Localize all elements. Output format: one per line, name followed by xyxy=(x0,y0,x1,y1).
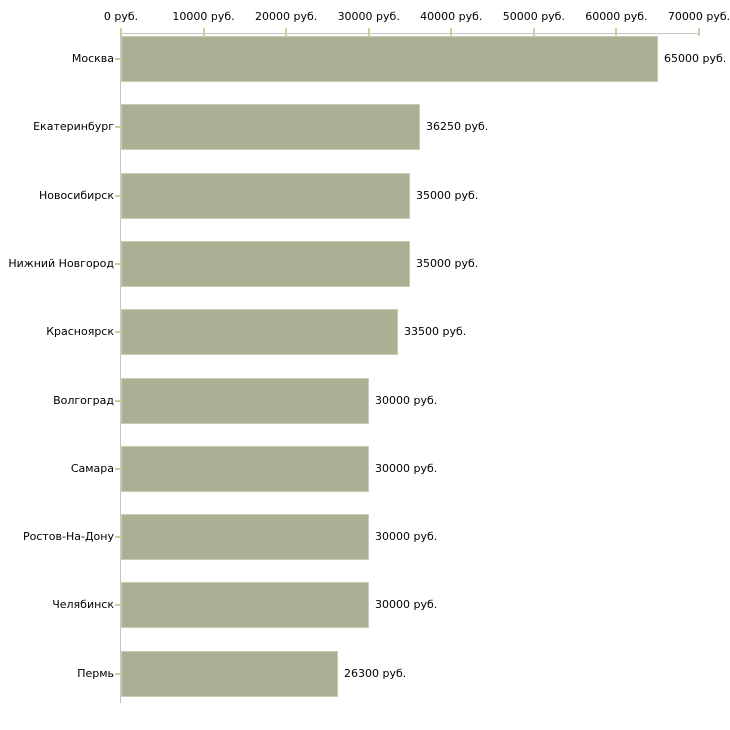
bar-8 xyxy=(121,514,369,561)
y-axis-tick-mark xyxy=(115,536,121,539)
value-label: 26300 руб. xyxy=(344,666,407,680)
category-label: Волгоград xyxy=(53,393,114,407)
x-axis-tick-label: 40000 руб. xyxy=(420,10,483,23)
y-axis-tick-mark xyxy=(115,262,121,265)
bar-2 xyxy=(121,104,420,151)
x-axis-tick-label: 30000 руб. xyxy=(337,10,400,23)
value-label: 30000 руб. xyxy=(375,598,438,612)
y-axis-tick-mark xyxy=(115,672,121,675)
bar-4 xyxy=(121,240,410,287)
category-label: Екатеринбург xyxy=(33,120,114,134)
bar-1 xyxy=(121,36,658,82)
value-label: 33500 руб. xyxy=(404,325,467,339)
category-label: Челябинск xyxy=(52,598,114,612)
y-axis-tick-mark xyxy=(115,399,121,402)
value-label: 65000 руб. xyxy=(664,52,727,65)
category-label: Ростов-На-Дону xyxy=(22,530,114,544)
value-label: 30000 руб. xyxy=(375,530,438,544)
x-axis-tick-mark xyxy=(367,28,370,36)
x-axis-tick-label: 50000 руб. xyxy=(502,10,565,23)
bar-9 xyxy=(121,582,369,629)
value-label: 35000 руб. xyxy=(416,188,479,202)
category-label: Красноярск xyxy=(46,325,114,339)
value-label: 30000 руб. xyxy=(375,461,438,475)
x-axis-tick-label: 10000 руб. xyxy=(172,10,235,23)
x-axis-tick-label: 20000 руб. xyxy=(255,10,318,23)
bar-6 xyxy=(121,377,369,424)
x-axis-tick-mark xyxy=(285,28,288,36)
x-axis-tick-label: 70000 руб. xyxy=(667,10,730,23)
y-axis-tick-mark xyxy=(115,58,121,60)
category-label: Нижний Новгород xyxy=(8,256,114,270)
x-axis-tick-mark xyxy=(532,28,535,36)
x-axis-tick-mark xyxy=(120,28,122,36)
x-axis-tick-mark xyxy=(698,28,700,36)
y-axis-tick-mark xyxy=(115,126,121,129)
bar-3 xyxy=(121,172,410,219)
bar-7 xyxy=(121,445,369,492)
y-axis-tick-mark xyxy=(115,604,121,607)
category-label: Пермь xyxy=(77,666,114,680)
category-label: Самара xyxy=(70,461,114,475)
x-axis-line xyxy=(120,33,700,34)
x-axis-tick-mark xyxy=(202,28,205,36)
x-axis-tick-mark xyxy=(450,28,453,36)
bar-10 xyxy=(121,650,338,697)
x-axis-tick-mark xyxy=(615,28,618,36)
value-label: 35000 руб. xyxy=(416,256,479,270)
y-axis-line xyxy=(120,33,121,703)
y-axis-tick-mark xyxy=(115,331,121,334)
y-axis-tick-mark xyxy=(115,467,121,470)
value-label: 30000 руб. xyxy=(375,393,438,407)
category-label: Новосибирск xyxy=(38,188,114,202)
category-label: Москва xyxy=(71,52,114,65)
bar-5 xyxy=(121,309,398,356)
value-label: 36250 руб. xyxy=(426,120,489,134)
x-axis-tick-label: 60000 руб. xyxy=(585,10,648,23)
x-axis-tick-label: 0 руб. xyxy=(103,10,139,23)
y-axis-tick-mark xyxy=(115,194,121,197)
